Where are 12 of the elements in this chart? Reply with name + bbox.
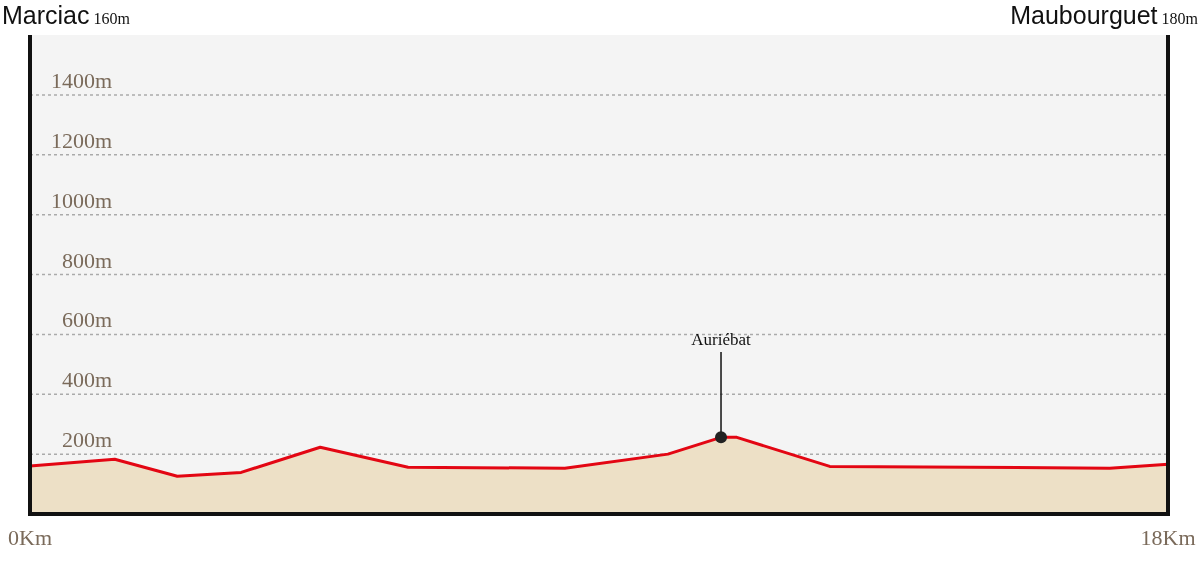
y-tick-label: 1000m: [50, 187, 112, 213]
y-tick-label: 200m: [61, 427, 112, 453]
x-tick-label: 0Km: [8, 525, 52, 550]
y-tick-label: 1400m: [50, 67, 112, 93]
annotation: Auriébat: [691, 330, 752, 349]
y-tick-label: 400m: [61, 367, 112, 393]
x-tick-label: 18Km: [1140, 525, 1196, 550]
text: Marciac 160m: [2, 1, 131, 29]
y-tick-label: 1200m: [50, 127, 112, 153]
y-tick-label: 600m: [61, 307, 112, 333]
y-tick-label: 800m: [61, 247, 112, 273]
text: Maubourguet 180m: [1010, 1, 1199, 29]
